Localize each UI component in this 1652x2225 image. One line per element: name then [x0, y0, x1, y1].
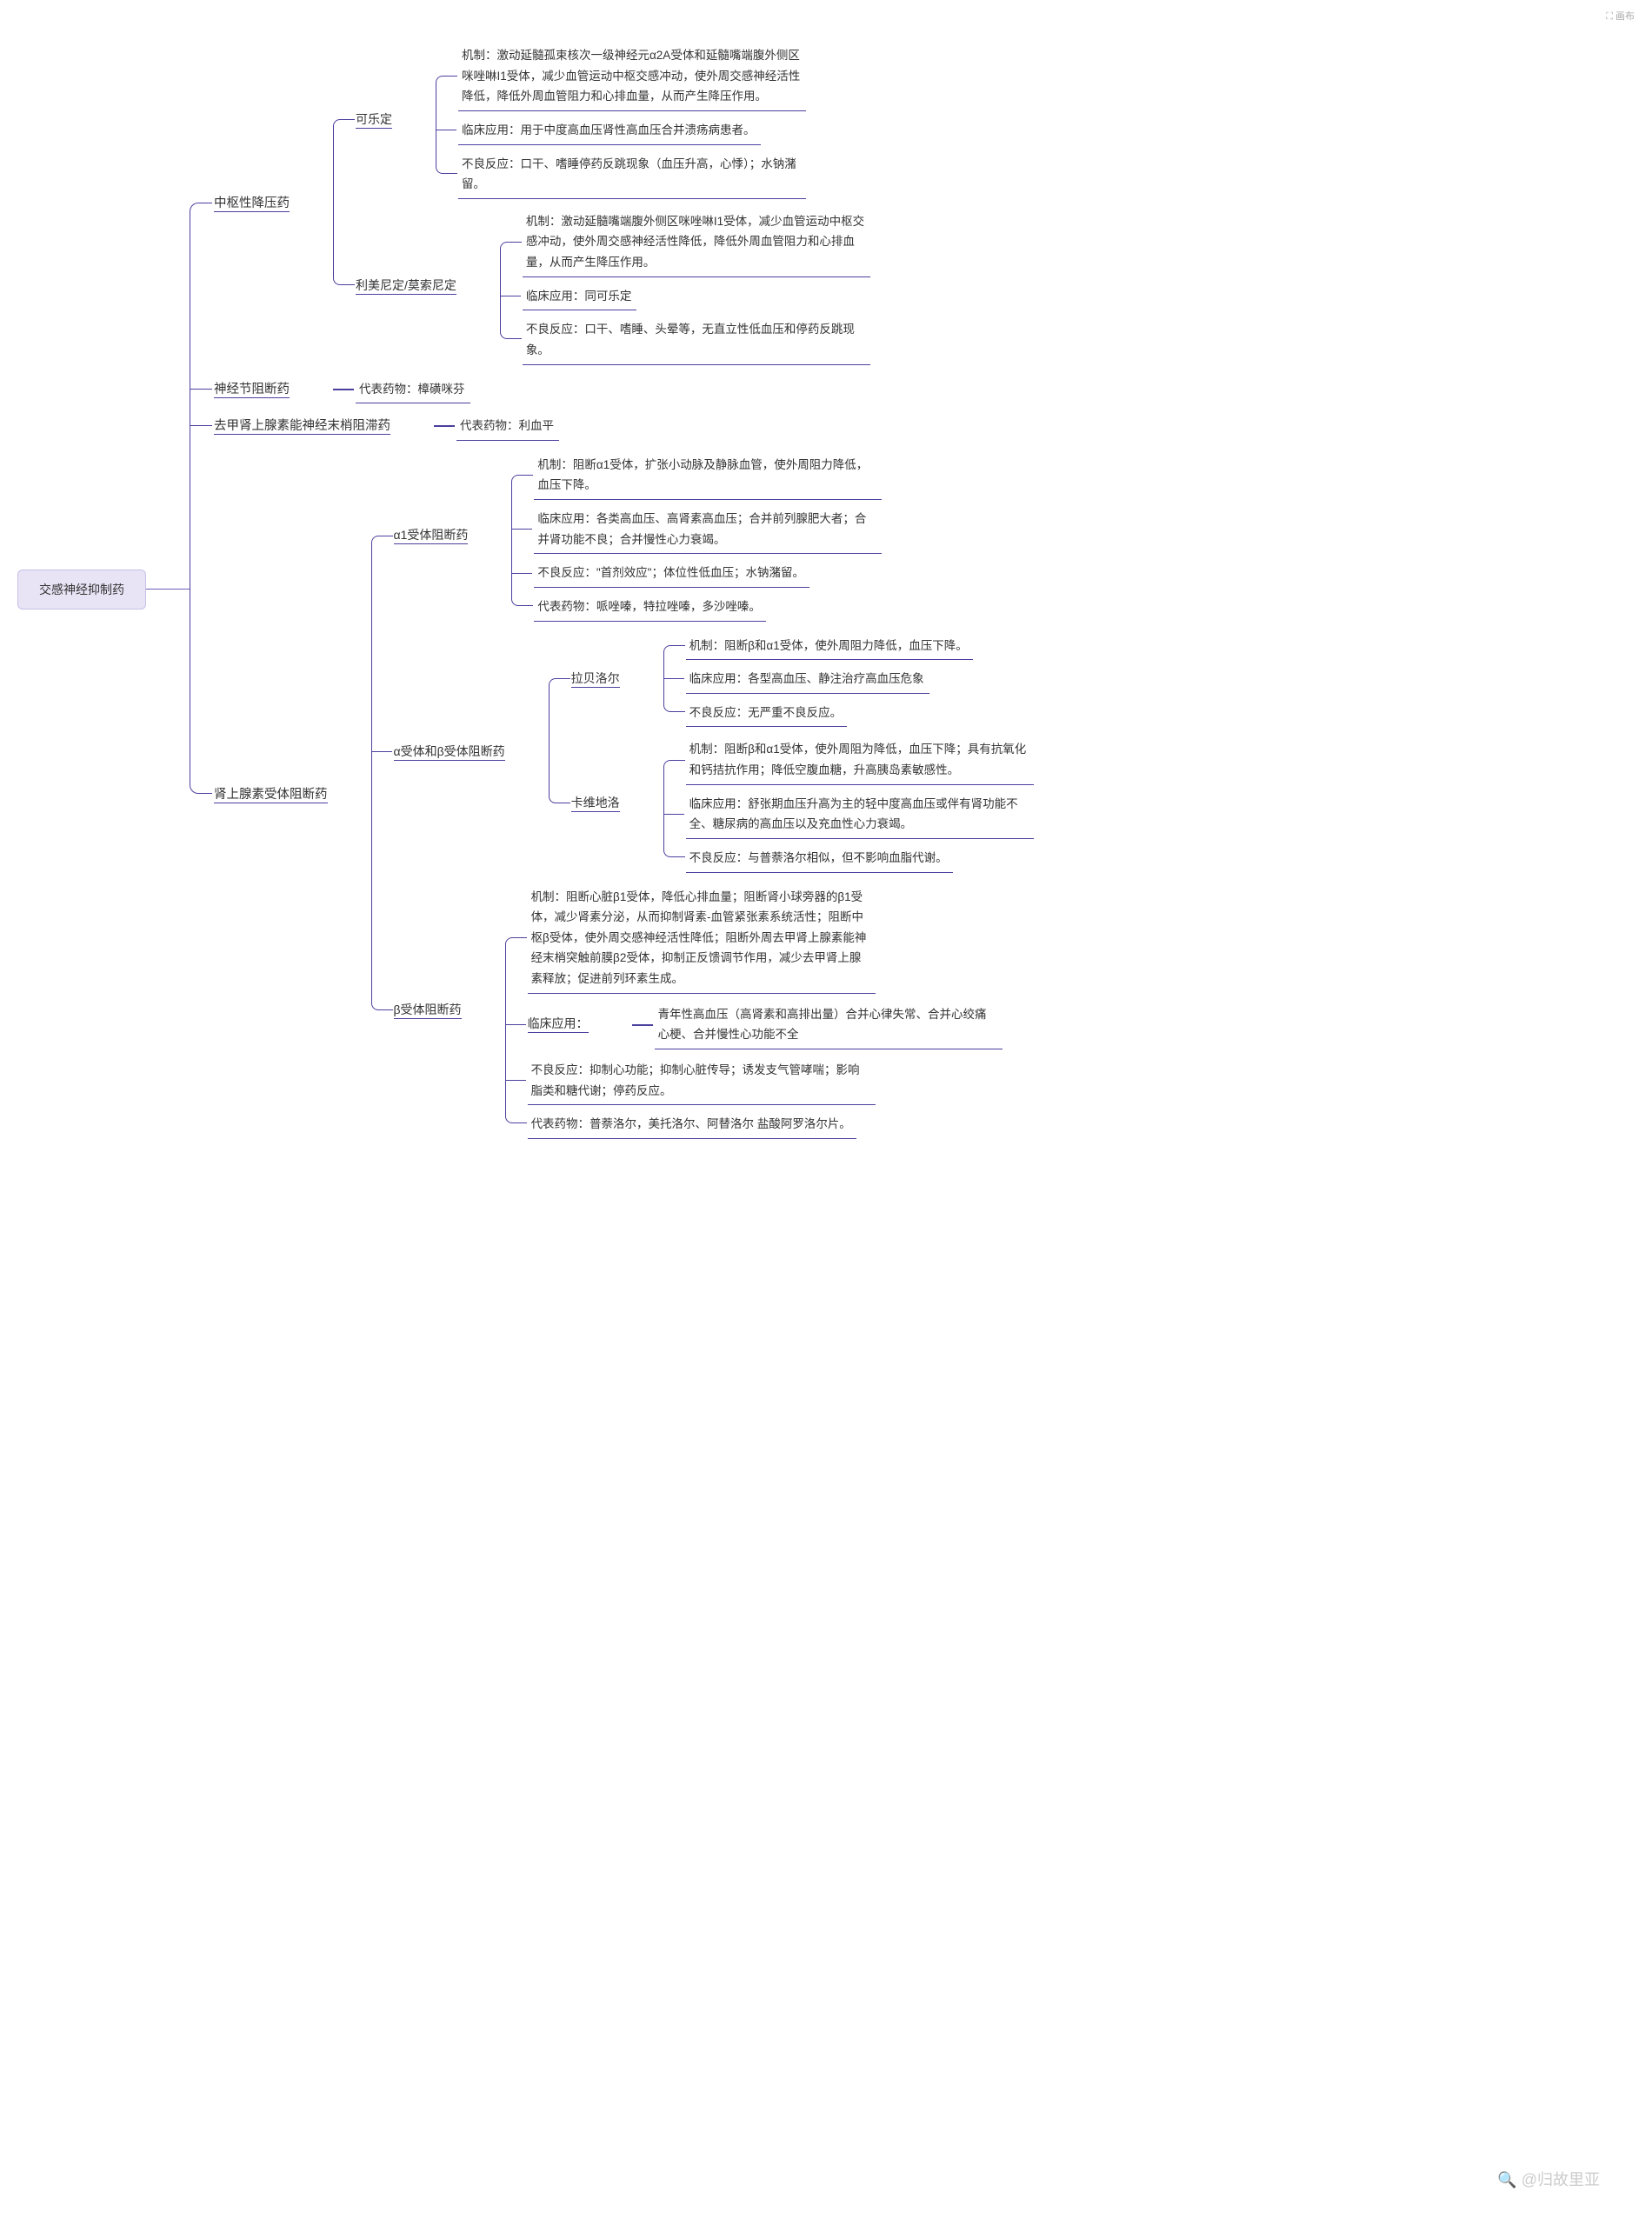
leaf-text: 不良反应：抑制心功能；抑制心脏传导；诱发支气管哮喘；影响脂类和糖代谢；停药反应。: [528, 1055, 876, 1105]
tree-leaf-item: 不良反应：无严重不良反应。: [663, 696, 1034, 729]
tree-leaf-item: 代表药物：普萘洛尔，美托洛尔、阿替洛尔 盐酸阿罗洛尔片。: [505, 1107, 1034, 1141]
tree-leaf-item: 机制：激动延髓嘴端腹外侧区咪唑啉I1受体，减少血管运动中枢交感冲动，使外周交感神…: [500, 204, 1034, 279]
level1-branch: 去甲肾上腺素能神经末梢阻滞药 代表药物：利血平: [190, 407, 1034, 444]
tree-branch: 卡维地洛 机制：阻断β和α1受体，使外周阻为降低，血压下降；具有抗氧化和钙拮抗作用…: [549, 730, 1034, 876]
leaf-text: 临床应用：各型高血压、静注治疗高血压危象: [686, 663, 929, 694]
branch-label[interactable]: 卡维地洛: [571, 794, 620, 812]
leaf-text: 青年性高血压（高肾素和高排出量）合并心律失常、合并心绞痛 心梗、合并慢性心功能不…: [655, 999, 1003, 1049]
tree-branch: α受体和β受体阻断药拉贝洛尔机制：阻断β和α1受体，使外周阻力降低，血压下降。临…: [371, 625, 1034, 878]
tree-leaf-item: 代表药物：哌唑嗪，特拉唑嗪，多沙唑嗪。: [511, 590, 1033, 623]
leaf-text: 机制：激动延髓嘴端腹外侧区咪唑啉I1受体，减少血管运动中枢交感冲动，使外周交感神…: [523, 206, 870, 277]
tree-branch: 拉贝洛尔 机制：阻断β和α1受体，使外周阻力降低，血压下降。临床应用：各型高血压、…: [549, 627, 1034, 731]
tree-root: 中枢性降压药 可乐定 机制：激动延髓孤束核次一级神经元α2A受体和延髓嘴端腹外侧区咪…: [190, 35, 1034, 1144]
leaf-text: 临床应用：同可乐定: [523, 281, 637, 311]
level1-label[interactable]: 去甲肾上腺素能神经末梢阻滞药: [214, 416, 390, 435]
tree-leaf-item: 机制：阻断心脏β1受体，降低心排血量；阻断肾小球旁器的β1受体，减少肾素分泌，从…: [505, 880, 1034, 996]
tree-leaf-item: 不良反应："首剂效应"；体位性低血压；水钠潴留。: [511, 556, 1033, 590]
leaf-text: 机制：阻断心脏β1受体，降低心排血量；阻断肾小球旁器的β1受体，减少肾素分泌，从…: [528, 882, 876, 994]
tree-branch: β受体阻断药 机制：阻断心脏β1受体，降低心排血量；阻断肾小球旁器的β1受体，减少…: [371, 878, 1034, 1142]
leaf-text: 机制：阻断β和α1受体，使外周阻为降低，血压下降；具有抗氧化和钙拮抗作用；降低空…: [686, 734, 1034, 784]
leaf-text: 临床应用：各类高血压、高肾素高血压；合并前列腺肥大者；合并肾功能不良；合并慢性心…: [534, 503, 882, 554]
mindmap: 交感神经抑制药 中枢性降压药 可乐定 机制：激动延髓孤束核次一级神经元α2A受体和延…: [17, 35, 1635, 1144]
branch-label[interactable]: α1受体阻断药: [394, 526, 469, 544]
watermark: 🔍 @归故里亚: [1497, 2168, 1600, 2190]
tree-leaf-item: 机制：阻断β和α1受体，使外周阻为降低，血压下降；具有抗氧化和钙拮抗作用；降低空…: [663, 732, 1034, 786]
leaf-text: 代表药物：普萘洛尔，美托洛尔、阿替洛尔 盐酸阿罗洛尔片。: [528, 1109, 856, 1139]
tree-leaf-item: 不良反应：与普萘洛尔相似，但不影响血脂代谢。: [663, 841, 1034, 875]
leaf-text: 不良反应：与普萘洛尔相似，但不影响血脂代谢。: [686, 843, 953, 873]
branch-label[interactable]: 可乐定: [356, 110, 392, 129]
leaf-text: 机制：阻断β和α1受体，使外周阻力降低，血压下降。: [686, 630, 973, 661]
level1-label[interactable]: 神经节阻断药: [214, 379, 290, 398]
level1-branch: 肾上腺素受体阻断药 α1受体阻断药 机制：阻断α1受体，扩张小动脉及静脉血管，使外周…: [190, 444, 1034, 1144]
tree-branch: α1受体阻断药 机制：阻断α1受体，扩张小动脉及静脉血管，使外周阻力降低，血压下降…: [371, 446, 1034, 625]
tree-leaf-item: 代表药物：樟磺咪芬: [333, 372, 1034, 406]
canvas-label: ⛶ 画布: [1606, 9, 1635, 23]
leaf-text: 不良反应："首剂效应"；体位性低血压；水钠潴留。: [534, 557, 809, 588]
root-node[interactable]: 交感神经抑制药: [17, 570, 146, 610]
branch-label[interactable]: β受体阻断药: [394, 1001, 462, 1019]
leaf-text: 代表药物：哌唑嗪，特拉唑嗪，多沙唑嗪。: [534, 591, 766, 622]
tree-leaf-item: 机制：激动延髓孤束核次一级神经元α2A受体和延髓嘴端腹外侧区咪唑啉I1受体，减少…: [436, 38, 1034, 113]
tree-leaf-item: 机制：阻断α1受体，扩张小动脉及静脉血管，使外周阻力降低，血压下降。: [511, 448, 1033, 502]
tree-leaf-item: 临床应用：各型高血压、静注治疗高血压危象: [663, 662, 1034, 696]
tree-leaf-item: 机制：阻断β和α1受体，使外周阻力降低，血压下降。: [663, 629, 1034, 663]
tree-leaf-item: 临床应用：同可乐定: [500, 279, 1034, 313]
branch-label[interactable]: 拉贝洛尔: [571, 669, 620, 688]
leaf-text: 不良反应：口干、嗜睡、头晕等，无直立性低血压和停药反跳现象。: [523, 314, 870, 364]
branch-label[interactable]: 临床应用：: [528, 1015, 589, 1033]
tree-branch: 临床应用： 青年性高血压（高肾素和高排出量）合并心律失常、合并心绞痛 心梗、合并慢…: [505, 996, 1034, 1053]
leaf-text: 不良反应：无严重不良反应。: [686, 697, 848, 728]
branch-label[interactable]: α受体和β受体阻断药: [394, 743, 505, 761]
tree-leaf-item: 不良反应：口干、嗜睡停药反跳现象（血压升高，心悸）；水钠潴留。: [436, 147, 1034, 201]
level1-label[interactable]: 肾上腺素受体阻断药: [214, 784, 328, 803]
level1-branch: 神经节阻断药 代表药物：樟磺咪芬: [190, 370, 1034, 408]
root-connector: [146, 589, 190, 590]
leaf-text: 代表药物：樟磺咪芬: [356, 374, 470, 404]
tree-leaf-item: 不良反应：抑制心功能；抑制心脏传导；诱发支气管哮喘；影响脂类和糖代谢；停药反应。: [505, 1053, 1034, 1107]
tree-leaf-item: 临床应用：用于中度高血压肾性高血压合并溃疡病患者。: [436, 113, 1034, 147]
tree-leaf-item: 不良反应：口干、嗜睡、头晕等，无直立性低血压和停药反跳现象。: [500, 312, 1034, 366]
tree-branch: 可乐定 机制：激动延髓孤束核次一级神经元α2A受体和延髓嘴端腹外侧区咪唑啉I1受体…: [333, 37, 1034, 203]
level1-label[interactable]: 中枢性降压药: [214, 193, 290, 212]
level1-branch: 中枢性降压药 可乐定 机制：激动延髓孤束核次一级神经元α2A受体和延髓嘴端腹外侧区咪…: [190, 35, 1034, 370]
leaf-text: 不良反应：口干、嗜睡停药反跳现象（血压升高，心悸）；水钠潴留。: [458, 149, 806, 199]
tree-leaf-item: 临床应用：各类高血压、高肾素高血压；合并前列腺肥大者；合并肾功能不良；合并慢性心…: [511, 502, 1033, 556]
leaf-text: 机制：激动延髓孤束核次一级神经元α2A受体和延髓嘴端腹外侧区咪唑啉I1受体，减少…: [458, 40, 806, 111]
leaf-text: 临床应用：舒张期血压升高为主的轻中度高血压或伴有肾功能不全、糖尿病的高血压以及充…: [686, 789, 1034, 839]
leaf-text: 机制：阻断α1受体，扩张小动脉及静脉血管，使外周阻力降低，血压下降。: [534, 450, 882, 500]
tree-branch: 利美尼定/莫索尼定 机制：激动延髓嘴端腹外侧区咪唑啉I1受体，减少血管运动中枢交感…: [333, 203, 1034, 369]
tree-leaf-item: 临床应用：舒张期血压升高为主的轻中度高血压或伴有肾功能不全、糖尿病的高血压以及充…: [663, 787, 1034, 841]
leaf-text: 代表药物：利血平: [456, 410, 559, 441]
tree-leaf-item: 青年性高血压（高肾素和高排出量）合并心律失常、合并心绞痛 心梗、合并慢性心功能不…: [632, 997, 1034, 1051]
branch-label[interactable]: 利美尼定/莫索尼定: [356, 276, 456, 295]
tree-leaf-item: 代表药物：利血平: [434, 409, 1034, 443]
leaf-text: 临床应用：用于中度高血压肾性高血压合并溃疡病患者。: [458, 115, 761, 145]
